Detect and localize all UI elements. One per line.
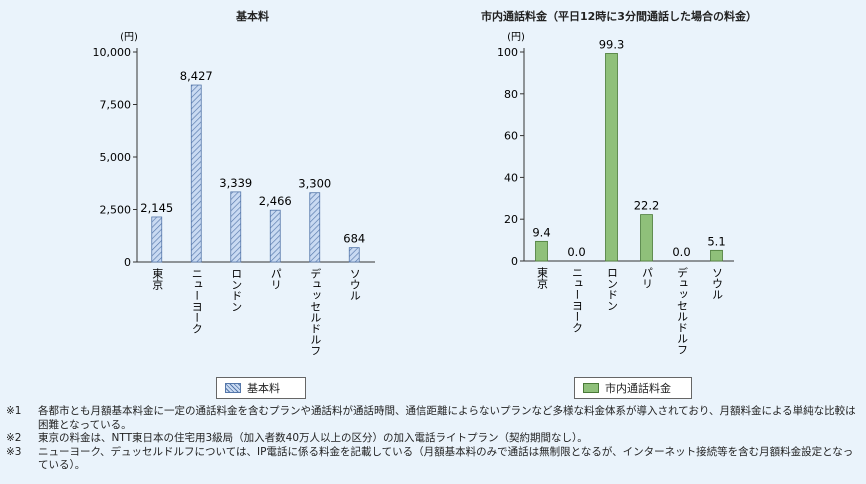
y-tick-label: 0 [124, 256, 131, 269]
y-tick-label: 0 [511, 255, 518, 268]
category-label: ロンドン [606, 267, 619, 311]
footnote-text: ニューヨーク、デュッセルドルフについては、IP電話に係る料金を記載している（月額… [38, 445, 854, 472]
category-label: パリ [269, 268, 282, 290]
footnote-mark: ※3 [6, 445, 22, 458]
category-label: ソウル [348, 268, 361, 301]
bar [710, 249, 723, 262]
data-label: 8,427 [180, 69, 213, 83]
bar [151, 216, 163, 263]
footnote-mark: ※1 [6, 405, 22, 417]
chart1-title: 基本料 [236, 10, 269, 23]
category-label: デュッセルドルフ [676, 266, 689, 355]
data-label: 3,300 [298, 177, 331, 191]
bar [309, 192, 321, 263]
bar [269, 209, 281, 263]
y-unit-label: (円) [120, 32, 138, 43]
footnote: ※3 ニューヨーク、デュッセルドルフについては、IP電話に係る料金を記載している（… [6, 446, 862, 473]
data-label: 2,145 [140, 201, 173, 215]
bar [640, 214, 653, 262]
data-label: 2,466 [259, 194, 292, 208]
y-tick-label: 40 [504, 171, 518, 184]
legend-local-call-fee: 市内通話料金 [574, 377, 692, 399]
bar [190, 84, 202, 263]
bar [605, 53, 618, 262]
category-label: 東京 [151, 268, 164, 291]
category-label: ニューヨーク [190, 268, 203, 334]
footnote-mark: ※2 [6, 432, 22, 444]
y-tick-label: 20 [504, 213, 518, 226]
data-label: 9.4 [532, 225, 550, 239]
y-tick-label: 7,500 [100, 99, 132, 112]
y-tick-label: 10,000 [93, 46, 132, 59]
y-tick-label: 5,000 [100, 151, 132, 164]
legend-swatch-green [583, 383, 599, 393]
y-unit-label: (円) [507, 32, 525, 43]
y-tick-label: 80 [504, 88, 518, 101]
footnote-text: 各都市とも月額基本料金に一定の通話料金を含むプランや通話料が通話時間、通信距離に… [38, 405, 856, 431]
bar [230, 191, 242, 263]
legend-label: 基本料 [247, 382, 280, 395]
bar [348, 247, 360, 263]
category-label: パリ [641, 267, 654, 289]
data-label: 684 [343, 232, 365, 246]
legend-swatch-hatched [225, 383, 241, 393]
footnote: ※1 各都市とも月額基本料金に一定の通話料金を含むプランや通話料が通話時間、通信距… [6, 405, 862, 432]
data-label: 0.0 [567, 245, 585, 259]
chart2-title: 市内通話料金（平日12時に3分間通話した場合の料金） [481, 10, 757, 23]
footnote: ※2 東京の料金は、NTT東日本の住宅用3級局（加入者数40万人以上の区分）の加入… [6, 432, 862, 446]
y-tick-label: 60 [504, 130, 518, 143]
y-tick-label: 2,500 [100, 204, 132, 217]
category-label: ロンドン [230, 268, 243, 312]
legend-label: 市内通話料金 [605, 382, 671, 395]
data-label: 22.2 [634, 199, 660, 213]
bar [535, 240, 548, 262]
footnote-text: 東京の料金は、NTT東日本の住宅用3級局（加入者数40万人以上の区分）の加入電話… [38, 432, 588, 444]
category-label: 東京 [536, 267, 549, 290]
data-label: 3,339 [219, 176, 252, 190]
data-label: 0.0 [672, 245, 690, 259]
footnotes: ※1 各都市とも月額基本料金に一定の通話料金を含むプランや通話料が通話時間、通信距… [6, 405, 862, 473]
data-label: 99.3 [599, 37, 625, 51]
legend-basic-fee: 基本料 [216, 377, 306, 399]
category-label: ニューヨーク [571, 267, 584, 333]
data-label: 5.1 [707, 234, 725, 248]
category-label: デュッセルドルフ [309, 267, 322, 356]
y-tick-label: 100 [497, 46, 518, 59]
category-label: ソウル [711, 267, 724, 300]
